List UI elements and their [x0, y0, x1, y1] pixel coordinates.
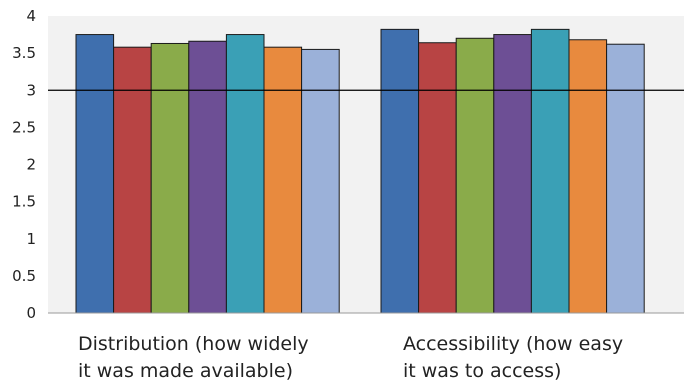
- category-label: Distribution (how widely: [78, 333, 309, 355]
- bars: [75, 28, 645, 314]
- bar: [380, 28, 420, 314]
- y-tick-label: 2: [26, 156, 36, 174]
- bar: [455, 37, 495, 314]
- y-tick-label: 3: [26, 81, 36, 99]
- y-tick-label: 1.5: [12, 193, 36, 211]
- bar: [301, 48, 340, 314]
- category-label: it was made available): [78, 360, 293, 382]
- bar: [530, 28, 570, 314]
- bar: [606, 43, 645, 314]
- bar: [225, 34, 265, 314]
- bar: [113, 46, 152, 314]
- x-axis-categories: Distribution (how widely it was made avai…: [78, 333, 623, 382]
- bar: [493, 34, 532, 314]
- category-label: Accessibility (how easy: [403, 333, 623, 355]
- category-label: it was to access): [403, 360, 561, 382]
- y-axis: 0 0.5 1 1.5 2 2.5 3 3.5 4: [12, 7, 36, 322]
- y-tick-label: 0: [26, 304, 36, 322]
- bar: [568, 39, 608, 314]
- y-tick-label: 2.5: [12, 118, 36, 136]
- y-tick-label: 0.5: [12, 267, 36, 285]
- y-tick-label: 3.5: [12, 44, 36, 62]
- bar: [418, 42, 457, 314]
- bar: [75, 34, 115, 314]
- bar: [150, 42, 190, 314]
- bar: [263, 46, 303, 314]
- y-tick-label: 4: [26, 7, 36, 25]
- y-tick-label: 1: [26, 230, 36, 248]
- bar: [188, 40, 227, 314]
